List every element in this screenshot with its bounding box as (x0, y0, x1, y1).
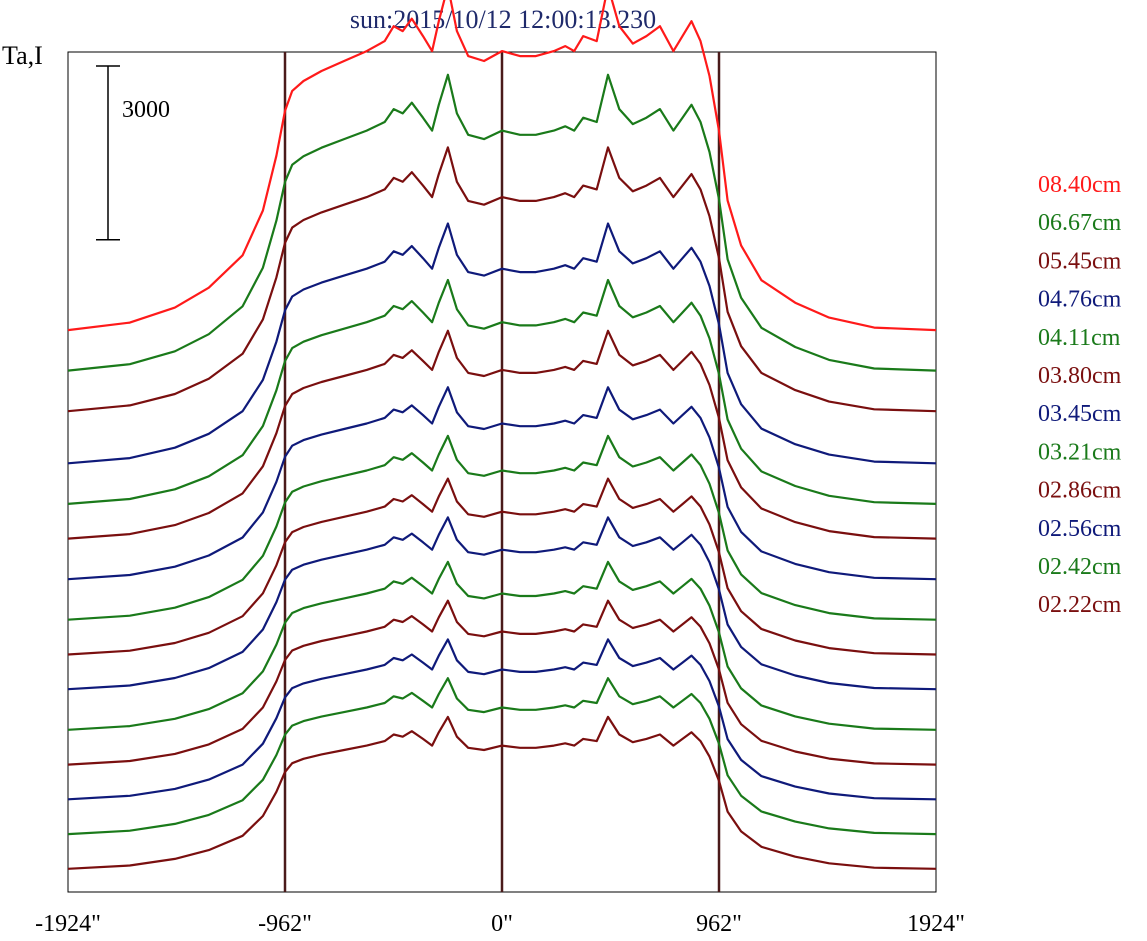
series-line-03.45cm (67, 386, 937, 581)
series-line-06.67cm (67, 73, 937, 372)
legend-entry: 08.40cm (1038, 172, 1122, 198)
legend: 08.40cm 06.67cm 05.45cm 04.76cm 04.11cm 03.80… (1038, 172, 1122, 618)
series-line-08.40cm (67, 0, 937, 332)
chart-title: sun:2015/10/12 12:00:13.230 (350, 5, 656, 34)
series-line-03.80cm (67, 329, 937, 540)
series-line-unlabeled-14 (67, 715, 937, 870)
y-axis-label: Ta,I (2, 41, 43, 70)
series-line-03.21cm (67, 434, 937, 621)
series-line-02.56cm (67, 516, 937, 691)
x-axis-ticks: -1924" -962" 0" 962" 1924" (35, 911, 965, 937)
legend-entry: 03.45cm (1038, 401, 1122, 427)
x-tick-label-4: 1924" (907, 911, 965, 937)
series-line-02.86cm (67, 477, 937, 656)
legend-entry: 03.21cm (1038, 439, 1122, 465)
x-tick-label-0: -1924" (35, 911, 101, 937)
legend-entry: 02.22cm (1038, 592, 1122, 618)
series-line-04.11cm (67, 278, 937, 505)
series-line-unlabeled-13 (67, 677, 937, 836)
legend-entry: 02.42cm (1038, 554, 1122, 580)
vertical-reference-lines (283, 52, 721, 892)
series-line-04.76cm (67, 222, 937, 465)
legend-entry: 03.80cm (1038, 363, 1122, 389)
legend-entry: 04.76cm (1038, 287, 1122, 313)
legend-entry: 06.67cm (1038, 210, 1122, 236)
legend-entry: 02.86cm (1038, 478, 1122, 504)
x-tick-label-1: -962" (258, 911, 312, 937)
legend-entry: 05.45cm (1038, 248, 1122, 274)
series-line-02.22cm (67, 599, 937, 766)
series-line-02.42cm (67, 560, 937, 731)
series-lines (67, 0, 937, 870)
legend-entry: 04.11cm (1038, 325, 1121, 351)
legend-entry: 02.56cm (1038, 516, 1122, 542)
series-line-unlabeled-12 (67, 638, 937, 801)
x-tick-label-2: 0" (491, 911, 513, 937)
series-line-05.45cm (67, 146, 937, 413)
x-tick-label-3: 962" (696, 911, 742, 937)
scale-bar: 3000 (96, 65, 170, 241)
scale-bar-label: 3000 (122, 97, 170, 123)
